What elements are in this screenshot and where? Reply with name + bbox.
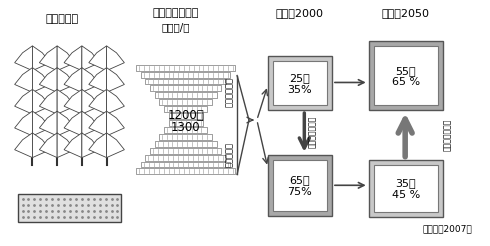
Polygon shape xyxy=(82,46,99,71)
Polygon shape xyxy=(107,111,124,136)
Text: 65－: 65－ xyxy=(290,175,310,185)
Bar xyxy=(164,106,207,112)
Bar xyxy=(268,155,332,216)
Polygon shape xyxy=(32,46,50,71)
Polygon shape xyxy=(32,68,50,92)
Polygon shape xyxy=(57,89,75,114)
Bar xyxy=(169,120,203,126)
Polygon shape xyxy=(32,111,50,136)
Bar xyxy=(146,78,226,84)
Bar xyxy=(159,134,212,140)
Bar xyxy=(272,160,327,211)
Bar xyxy=(136,169,235,174)
Bar xyxy=(146,155,226,161)
Text: 35%: 35% xyxy=(288,85,312,95)
Polygon shape xyxy=(39,68,57,92)
Text: 1300: 1300 xyxy=(171,122,200,135)
Text: 25－: 25－ xyxy=(290,73,310,83)
Bar xyxy=(155,141,217,147)
Polygon shape xyxy=(64,111,82,136)
Polygon shape xyxy=(15,89,32,114)
Bar xyxy=(368,160,443,217)
Polygon shape xyxy=(15,111,32,136)
Bar xyxy=(136,65,235,71)
Bar xyxy=(155,92,217,98)
Text: 全純１次生産量: 全純１次生産量 xyxy=(152,8,199,18)
Bar xyxy=(159,99,212,105)
Polygon shape xyxy=(57,68,75,92)
Polygon shape xyxy=(39,111,57,136)
Bar xyxy=(164,127,207,133)
Bar xyxy=(268,56,332,110)
Polygon shape xyxy=(82,68,99,92)
Polygon shape xyxy=(107,68,124,92)
Bar xyxy=(373,165,438,212)
Text: 野生生物群: 野生生物群 xyxy=(225,142,234,167)
Text: 1200－: 1200－ xyxy=(167,108,204,122)
Polygon shape xyxy=(32,89,50,114)
Polygon shape xyxy=(64,46,82,71)
Text: 75%: 75% xyxy=(288,187,312,197)
Bar xyxy=(272,61,327,105)
Text: 陸上植生群: 陸上植生群 xyxy=(46,14,79,24)
Text: バイオマス小道: バイオマス小道 xyxy=(308,116,317,148)
Text: 65 %: 65 % xyxy=(392,77,420,88)
Text: バイオマス燃料: バイオマス燃料 xyxy=(443,119,452,151)
Bar xyxy=(150,85,221,91)
Polygon shape xyxy=(89,68,107,92)
Text: 35－: 35－ xyxy=(395,178,416,188)
Text: 人類・家畜群: 人類・家畜群 xyxy=(225,77,234,107)
Polygon shape xyxy=(57,46,75,71)
Polygon shape xyxy=(57,133,75,158)
Polygon shape xyxy=(82,133,99,158)
Text: 西暦　2050: 西暦 2050 xyxy=(381,8,429,18)
Polygon shape xyxy=(107,133,124,158)
Polygon shape xyxy=(89,133,107,158)
Polygon shape xyxy=(82,111,99,136)
Polygon shape xyxy=(89,46,107,71)
Text: （内嶋，2007）: （内嶋，2007） xyxy=(423,224,472,233)
Bar xyxy=(373,46,438,105)
Polygon shape xyxy=(82,89,99,114)
Text: 55－: 55－ xyxy=(395,66,416,76)
Polygon shape xyxy=(15,68,32,92)
Bar xyxy=(150,148,221,154)
Polygon shape xyxy=(15,46,32,71)
Polygon shape xyxy=(32,133,50,158)
Polygon shape xyxy=(107,46,124,71)
Text: 億ｔン/年: 億ｔン/年 xyxy=(162,22,190,32)
Polygon shape xyxy=(89,89,107,114)
Bar xyxy=(18,194,122,222)
Polygon shape xyxy=(64,68,82,92)
Text: 西暦　2000: 西暦 2000 xyxy=(275,8,323,18)
Bar xyxy=(169,113,203,119)
Text: 45 %: 45 % xyxy=(392,190,420,200)
Polygon shape xyxy=(15,133,32,158)
Polygon shape xyxy=(57,111,75,136)
Bar xyxy=(141,162,230,168)
Polygon shape xyxy=(39,46,57,71)
Bar xyxy=(368,41,443,110)
Polygon shape xyxy=(39,133,57,158)
Polygon shape xyxy=(107,89,124,114)
Polygon shape xyxy=(39,89,57,114)
Polygon shape xyxy=(64,89,82,114)
Polygon shape xyxy=(89,111,107,136)
Bar xyxy=(141,72,230,77)
Polygon shape xyxy=(64,133,82,158)
